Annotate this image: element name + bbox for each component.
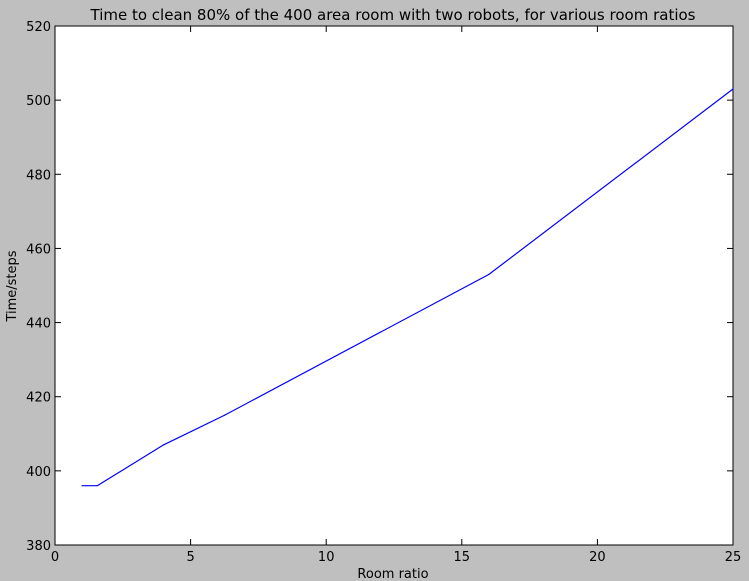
axis-ticks	[54, 25, 734, 546]
series-line	[82, 88, 734, 487]
x-tick-label: 10	[318, 550, 335, 565]
y-tick-label: 520	[26, 20, 51, 35]
data-point	[162, 444, 165, 446]
y-tick-label: 400	[26, 465, 51, 480]
series-group	[81, 88, 734, 487]
data-point	[488, 273, 490, 275]
y-tick-label: 460	[26, 242, 51, 257]
x-tick-label: 20	[589, 550, 606, 565]
y-axis-label: Time/steps	[5, 250, 20, 322]
data-point	[81, 485, 83, 487]
data-point	[223, 414, 226, 416]
x-tick-label: 5	[186, 550, 194, 565]
y-tick-label: 380	[26, 539, 51, 554]
chart-title: Time to clean 80% of the 400 area room w…	[90, 6, 696, 24]
plot-area	[54, 25, 734, 546]
data-point	[96, 485, 98, 487]
x-tick-label: 15	[454, 550, 471, 565]
tick-labels: 0 5 10 15 20 25 380 400 420 440 460 480 500 520	[26, 20, 741, 565]
x-tick-label: 25	[725, 550, 742, 565]
y-tick-label: 440	[26, 317, 51, 332]
data-point	[732, 88, 734, 90]
y-tick-label: 500	[26, 94, 51, 109]
x-tick-label: 0	[51, 550, 59, 565]
x-axis-label: Room ratio	[357, 567, 428, 581]
y-tick-label: 420	[26, 391, 51, 406]
y-tick-label: 480	[26, 168, 51, 183]
